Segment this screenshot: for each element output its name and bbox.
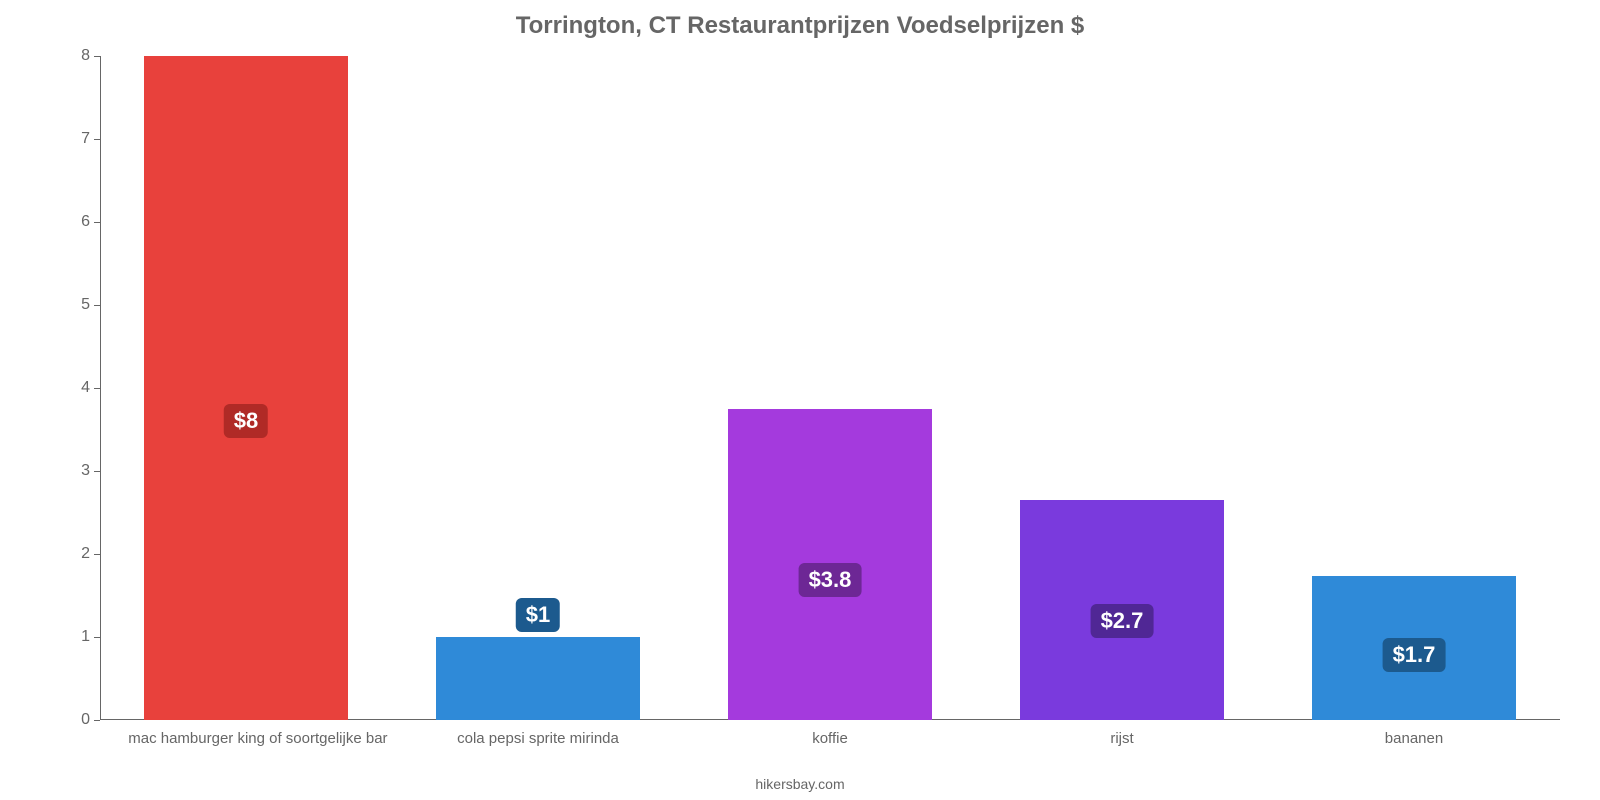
credit-text: hikersbay.com	[0, 776, 1600, 792]
bar: $2.7	[1020, 500, 1224, 720]
bar: $1.7	[1312, 576, 1516, 720]
bar-value-label: $2.7	[1091, 604, 1154, 638]
chart-title: Torrington, CT Restaurantprijzen Voedsel…	[0, 12, 1600, 40]
bar: $1	[436, 637, 640, 720]
bar: $3.8	[728, 409, 932, 720]
y-tick-mark	[94, 471, 100, 472]
chart-container: Torrington, CT Restaurantprijzen Voedsel…	[0, 0, 1600, 800]
y-tick-mark	[94, 637, 100, 638]
y-tick-mark	[94, 139, 100, 140]
y-axis-line	[100, 56, 101, 720]
x-category-label: mac hamburger king of soortgelijke bar	[128, 720, 387, 747]
y-tick-mark	[94, 56, 100, 57]
x-category-label: rijst	[1110, 720, 1133, 747]
y-tick-mark	[94, 388, 100, 389]
bar-value-label: $1.7	[1383, 638, 1446, 672]
y-tick-mark	[94, 554, 100, 555]
bar-value-label: $8	[224, 404, 268, 438]
x-category-label: koffie	[812, 720, 848, 747]
plot-area: 012345678$8mac hamburger king of soortge…	[100, 56, 1560, 720]
y-tick-mark	[94, 222, 100, 223]
bar-value-label: $1	[516, 598, 560, 632]
y-tick-mark	[94, 305, 100, 306]
y-tick-mark	[94, 720, 100, 721]
x-category-label: bananen	[1385, 720, 1443, 747]
bar-value-label: $3.8	[799, 563, 862, 597]
x-category-label: cola pepsi sprite mirinda	[457, 720, 619, 747]
bar: $8	[144, 56, 348, 720]
